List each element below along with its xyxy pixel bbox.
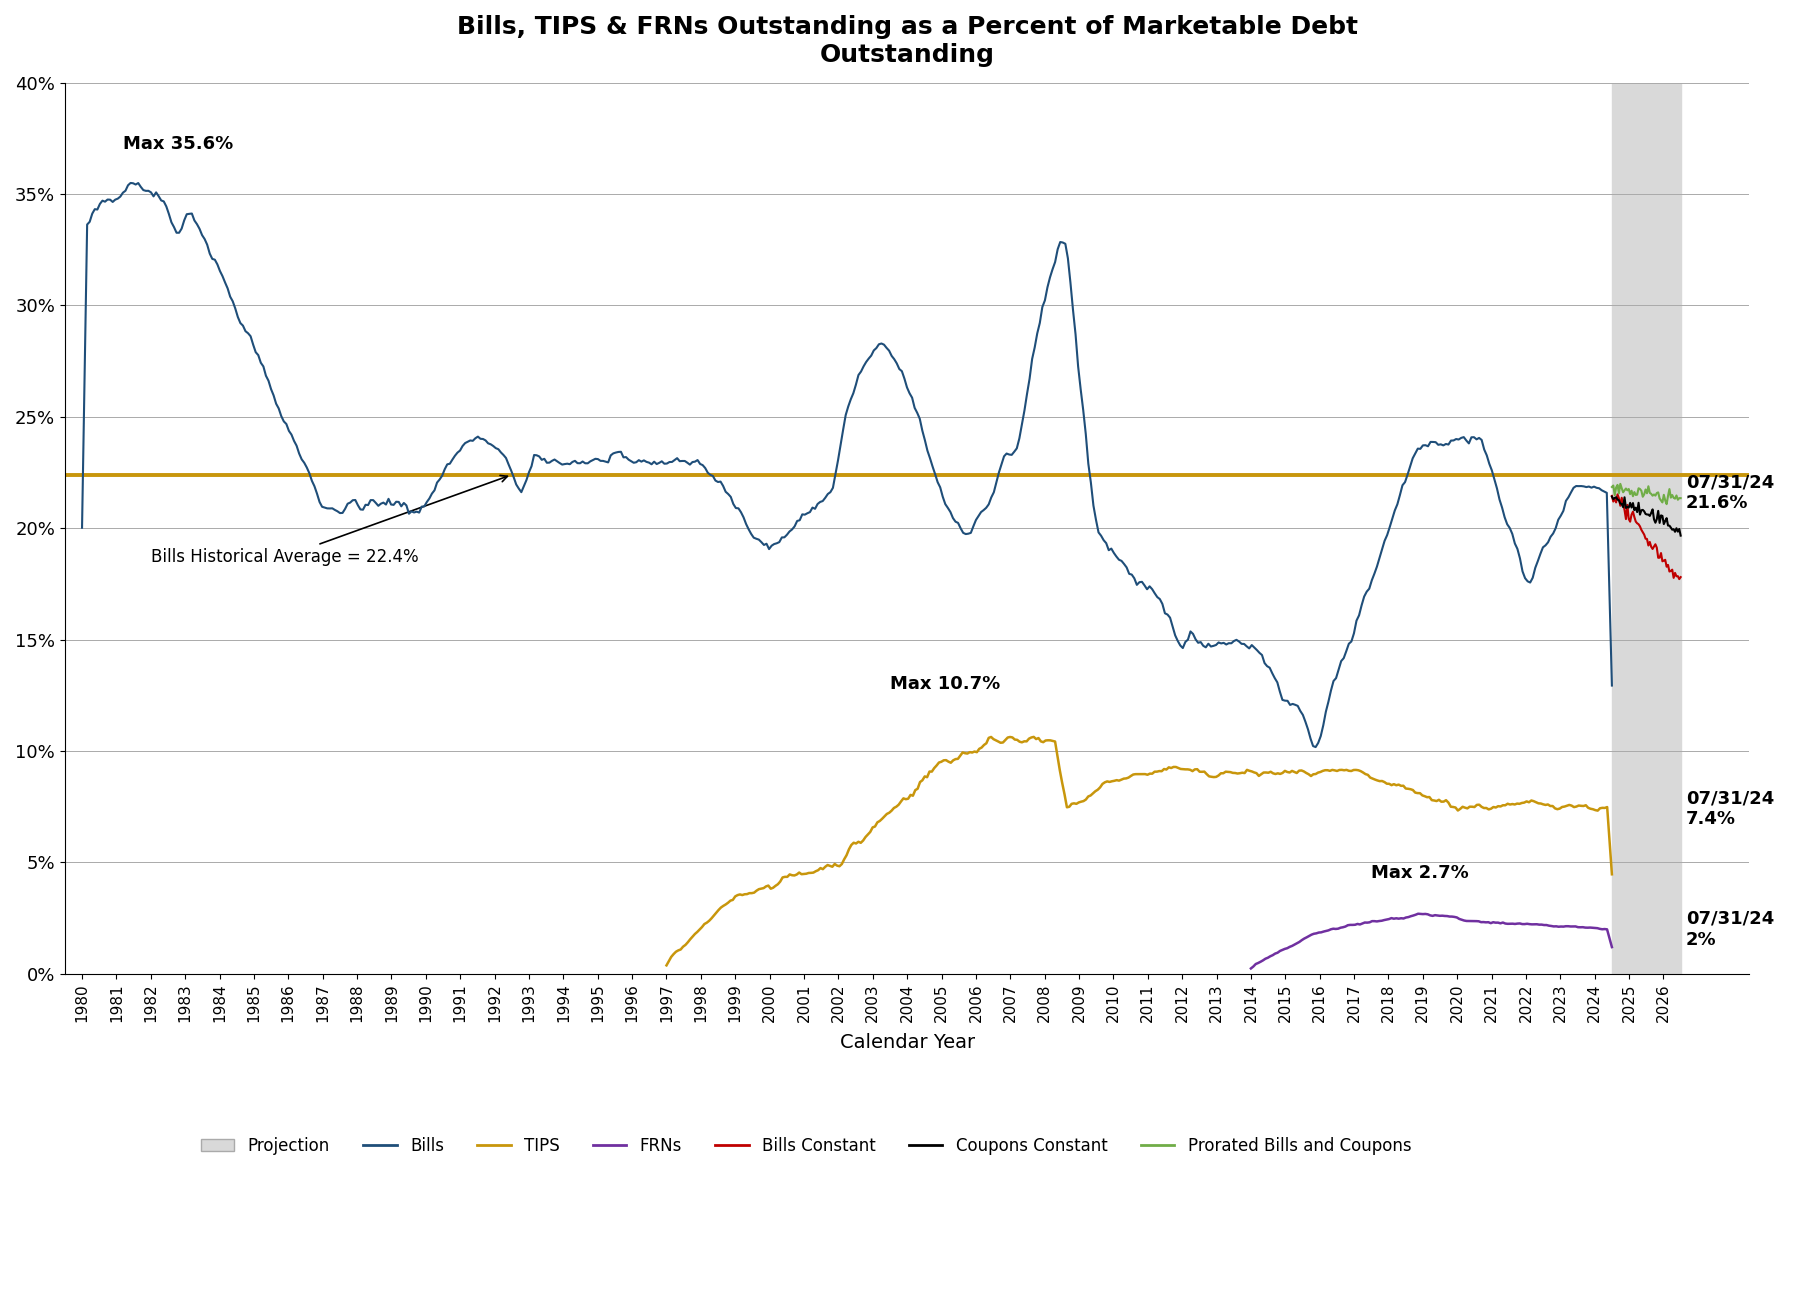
Text: Bills Historical Average = 22.4%: Bills Historical Average = 22.4% [151, 476, 508, 566]
Text: 07/31/24
21.6%: 07/31/24 21.6% [1687, 473, 1775, 512]
Text: 07/31/24
7.4%: 07/31/24 7.4% [1687, 789, 1775, 829]
Text: 07/31/24
2%: 07/31/24 2% [1687, 910, 1775, 949]
Text: Max 2.7%: Max 2.7% [1372, 864, 1469, 882]
Legend: Projection, Bills, TIPS, FRNs, Bills Constant, Coupons Constant, Prorated Bills : Projection, Bills, TIPS, FRNs, Bills Con… [194, 1130, 1418, 1161]
Title: Bills, TIPS & FRNs Outstanding as a Percent of Marketable Debt
Outstanding: Bills, TIPS & FRNs Outstanding as a Perc… [457, 15, 1357, 67]
Text: Max 35.6%: Max 35.6% [122, 135, 234, 153]
X-axis label: Calendar Year: Calendar Year [839, 1034, 974, 1052]
Bar [1613, 82, 1681, 973]
Text: Max 10.7%: Max 10.7% [889, 674, 1001, 692]
